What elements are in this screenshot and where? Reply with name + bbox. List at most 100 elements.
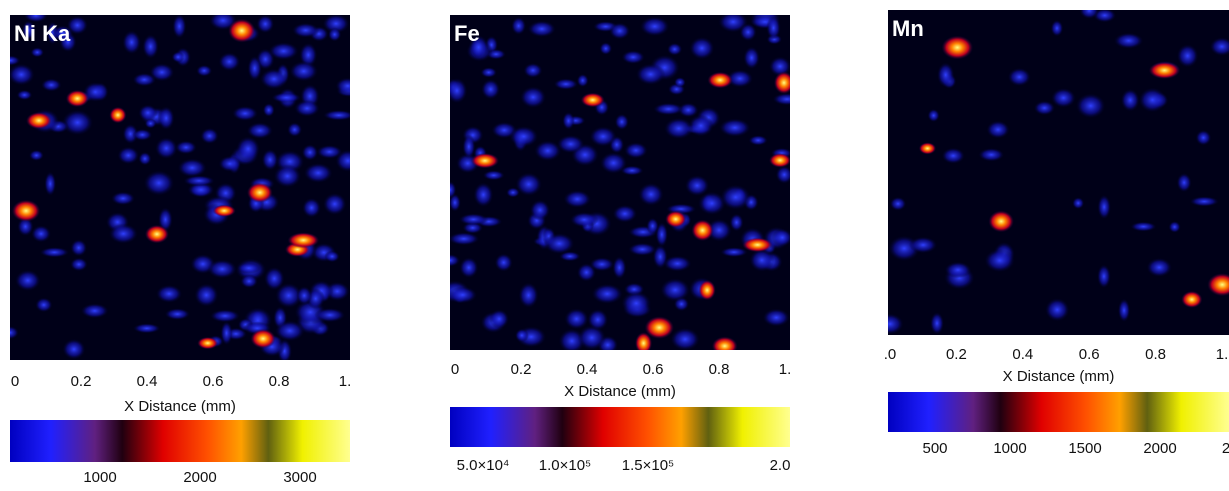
blob (14, 269, 41, 292)
blob (684, 174, 710, 197)
blob (1093, 10, 1117, 23)
hotspot (691, 219, 714, 242)
hotspot (246, 182, 273, 203)
blob (287, 122, 303, 138)
blob (327, 27, 342, 42)
blob (527, 20, 557, 38)
blob (335, 149, 350, 172)
blob (494, 253, 513, 272)
blob (553, 78, 579, 90)
blob (587, 308, 609, 331)
blob (482, 170, 505, 181)
colorbar (10, 420, 350, 462)
colorbar (450, 407, 790, 447)
hotspot (665, 210, 687, 228)
blob (688, 114, 714, 137)
blob (35, 297, 53, 313)
blob (110, 191, 136, 206)
blob (653, 102, 684, 116)
blob (706, 218, 732, 242)
blob (519, 86, 547, 109)
hotspot (26, 112, 52, 130)
blob (612, 256, 627, 280)
x-tick-label: 0 (451, 361, 459, 378)
blob (749, 248, 775, 272)
blob (1097, 194, 1111, 220)
blob (591, 283, 624, 305)
blob (301, 144, 319, 161)
blob (638, 182, 664, 206)
blob (489, 309, 510, 329)
blob (663, 255, 692, 272)
blob (322, 15, 350, 34)
blob (207, 259, 238, 279)
blob (143, 170, 175, 196)
blob (132, 323, 161, 334)
blob (209, 309, 241, 323)
hotspot (109, 106, 127, 124)
blob (10, 63, 35, 86)
colorbar-tick-label: 2.0 (770, 457, 791, 474)
blob (62, 338, 86, 360)
blob (80, 303, 109, 319)
x-axis-label: X Distance (mm) (564, 383, 676, 400)
hotspot (698, 279, 716, 301)
blob (543, 232, 575, 255)
blob (21, 20, 36, 41)
blob (468, 34, 489, 60)
blob (564, 308, 589, 330)
blob (1050, 87, 1076, 108)
blob (218, 52, 241, 72)
blob (569, 211, 599, 228)
blob (10, 55, 21, 66)
hotspot (941, 35, 974, 60)
blob (174, 140, 197, 155)
blob (142, 34, 159, 59)
x-tick-label: 1. (779, 361, 792, 378)
blob (697, 191, 726, 216)
blob (614, 113, 630, 131)
blob (666, 42, 683, 56)
blob (515, 172, 543, 197)
blob (1209, 37, 1229, 57)
blob (986, 120, 1010, 139)
blob (196, 64, 213, 77)
heatmap (450, 15, 790, 350)
hotspot (707, 71, 733, 89)
blob (772, 92, 790, 106)
blob (28, 149, 44, 161)
blob (1050, 19, 1064, 37)
blob (1007, 67, 1032, 87)
blob (218, 155, 242, 172)
hotspot (197, 336, 219, 350)
blob (450, 286, 478, 304)
blob (247, 55, 262, 81)
blob (1075, 93, 1106, 119)
x-tick-label: 0 (11, 373, 19, 390)
blob (534, 140, 562, 162)
blob (183, 175, 216, 187)
hotspot (988, 210, 1014, 233)
blob (172, 15, 187, 39)
x-tick-label: 0.4 (137, 373, 158, 390)
blob (718, 118, 751, 138)
blob (908, 236, 938, 254)
blob (589, 257, 615, 272)
blob (289, 60, 319, 82)
blob (236, 262, 261, 274)
blob (518, 282, 539, 309)
blob (1195, 129, 1212, 146)
blob (450, 77, 468, 104)
x-axis-label: X Distance (mm) (124, 398, 236, 415)
blob (462, 134, 476, 159)
blob (16, 89, 33, 101)
blob (576, 73, 589, 88)
hotspot (65, 89, 89, 108)
blob (639, 16, 670, 37)
blob (138, 104, 158, 122)
blob (1176, 43, 1199, 68)
blob (941, 147, 965, 164)
blob (246, 122, 274, 139)
blob (291, 22, 320, 38)
